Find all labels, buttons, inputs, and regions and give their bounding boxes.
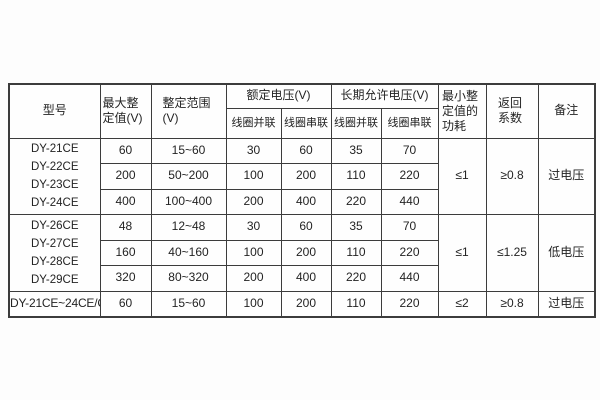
rated-parallel-cell: 200 <box>225 188 282 215</box>
longterm-parallel-cell: 110 <box>330 239 382 266</box>
table-row: DY-21CE DY-22CE DY-23CE DY-24CE 60 15~60… <box>8 137 596 215</box>
table-row: 400 100~400 200 400 220 440 <box>9 188 595 215</box>
longterm-series-cell: 70 <box>380 214 439 241</box>
setting-range-cell: 100~400 <box>150 188 227 215</box>
setting-range-cell: 15~60 <box>150 290 227 317</box>
rated-series-cell: 200 <box>280 163 332 190</box>
model-cell-footer: DY-21CE~24CE/C <box>8 290 101 317</box>
max-setting-cell: 400 <box>99 188 152 215</box>
longterm-parallel-cell: 220 <box>330 265 382 292</box>
subheader-longterm-coil-series: 线圈串联 <box>380 107 439 139</box>
rated-series-cell: 400 <box>280 188 332 215</box>
table-row: 320 80~320 200 400 220 440 <box>9 265 595 292</box>
subheader-longterm-coil-parallel: 线圈并联 <box>330 107 382 139</box>
remark-cell: 过电压 <box>537 290 596 317</box>
setting-range-cell: 12~48 <box>150 214 227 241</box>
min-power-cell: ≤1 <box>437 137 487 215</box>
col-header-model: 型号 <box>8 83 101 139</box>
model-name: DY-24CE <box>30 197 79 210</box>
setting-range-label: 整定范围(V) <box>162 96 211 126</box>
header-row-1: 型号 最大整定值(V) 整定范围(V) 额定电压(V) 长期允许电压(V) 最小… <box>8 83 596 139</box>
table-row: DY-26CE DY-27CE DY-28CE DY-29CE 48 12~48… <box>8 214 596 292</box>
rated-series-cell: 200 <box>280 290 332 317</box>
table-row: 200 50~200 100 200 110 220 <box>9 163 595 190</box>
col-header-min-power: 最小整定值的功耗 <box>437 83 487 139</box>
table-row: 160 40~160 100 200 110 220 <box>9 239 595 266</box>
max-setting-label: 最大整定值(V) <box>102 96 143 126</box>
model-cell-group1: DY-21CE DY-22CE DY-23CE DY-24CE <box>8 137 101 215</box>
max-setting-cell: 200 <box>99 163 152 190</box>
model-name: DY-21CE <box>30 143 79 156</box>
max-setting-cell: 320 <box>99 265 152 292</box>
model-name: DY-26CE <box>30 219 79 232</box>
col-header-setting-range: 整定范围(V) <box>150 83 227 139</box>
longterm-parallel-cell: 35 <box>330 214 382 241</box>
min-power-cell: ≤1 <box>437 214 487 292</box>
rated-parallel-cell: 200 <box>225 265 282 292</box>
rated-parallel-cell: 30 <box>225 214 282 241</box>
remark-cell: 低电压 <box>537 214 596 292</box>
model-name: DY-22CE <box>30 161 79 174</box>
rated-series-cell: 60 <box>280 214 332 241</box>
return-coeff-label: 返回系数 <box>498 96 523 126</box>
subheader-rated-coil-series: 线圈串联 <box>280 107 332 139</box>
model-name: DY-23CE <box>30 179 79 192</box>
col-header-remarks: 备注 <box>537 83 596 139</box>
rated-parallel-cell: 100 <box>225 239 282 266</box>
longterm-series-cell: 220 <box>380 290 439 317</box>
model-name: DY-27CE <box>30 237 79 250</box>
relay-spec-table: 型号 最大整定值(V) 整定范围(V) 额定电压(V) 长期允许电压(V) 最小… <box>8 83 596 318</box>
table-row: DY-21CE~24CE/C 60 15~60 100 200 110 220 … <box>8 290 596 317</box>
longterm-parallel-cell: 110 <box>330 163 382 190</box>
longterm-series-cell: 70 <box>380 137 439 164</box>
min-power-label: 最小整定值的功耗 <box>442 88 479 133</box>
subheader-rated-coil-parallel: 线圈并联 <box>225 107 282 139</box>
longterm-series-cell: 220 <box>380 163 439 190</box>
max-setting-cell: 60 <box>99 290 152 317</box>
remark-cell: 过电压 <box>537 137 596 215</box>
return-coeff-cell: ≥0.8 <box>485 137 539 215</box>
rated-parallel-cell: 30 <box>225 137 282 164</box>
longterm-series-cell: 440 <box>380 188 439 215</box>
max-setting-cell: 48 <box>99 214 152 241</box>
rated-parallel-cell: 100 <box>225 290 282 317</box>
rated-series-cell: 200 <box>280 239 332 266</box>
longterm-series-cell: 220 <box>380 239 439 266</box>
col-header-return-coeff: 返回系数 <box>485 83 539 139</box>
longterm-parallel-cell: 35 <box>330 137 382 164</box>
max-setting-cell: 160 <box>99 239 152 266</box>
header-row-2: 线圈并联 线圈串联 线圈并联 线圈串联 <box>9 107 595 139</box>
col-header-rated-voltage: 额定电压(V) <box>225 83 332 109</box>
longterm-parallel-cell: 220 <box>330 188 382 215</box>
rated-series-cell: 60 <box>280 137 332 164</box>
model-name: DY-28CE <box>30 255 79 268</box>
setting-range-cell: 80~320 <box>150 265 227 292</box>
longterm-parallel-cell: 110 <box>330 290 382 317</box>
longterm-series-cell: 440 <box>380 265 439 292</box>
col-header-long-term-voltage: 长期允许电压(V) <box>330 83 439 109</box>
setting-range-cell: 15~60 <box>150 137 227 164</box>
setting-range-cell: 50~200 <box>150 163 227 190</box>
model-cell-group2: DY-26CE DY-27CE DY-28CE DY-29CE <box>8 214 101 292</box>
rated-parallel-cell: 100 <box>225 163 282 190</box>
min-power-cell: ≤2 <box>437 290 487 317</box>
col-header-max-setting: 最大整定值(V) <box>99 83 152 139</box>
max-setting-cell: 60 <box>99 137 152 164</box>
return-coeff-cell: ≤1.25 <box>485 214 539 292</box>
setting-range-cell: 40~160 <box>150 239 227 266</box>
return-coeff-cell: ≥0.8 <box>485 290 539 317</box>
model-name: DY-29CE <box>30 273 79 286</box>
rated-series-cell: 400 <box>280 265 332 292</box>
